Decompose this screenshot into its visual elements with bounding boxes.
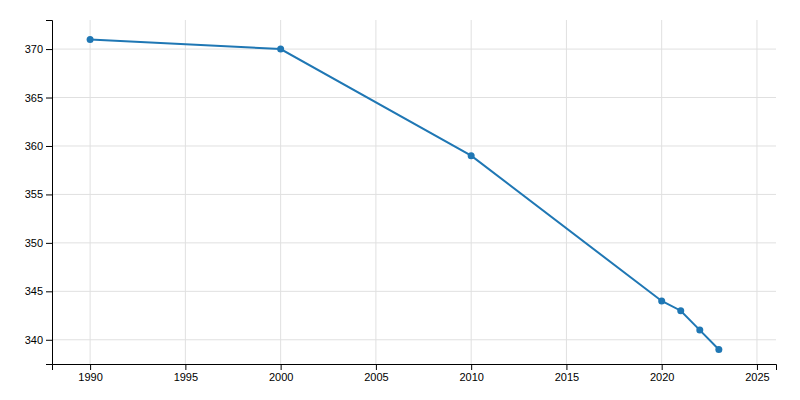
y-axis-tick: 350 — [25, 237, 52, 249]
grid-line-y — [52, 242, 776, 243]
x-axis-tick-mark — [757, 364, 758, 370]
plot-area: 1990 1995 2000 2005 2010 2015 2020 2025 340 345 35… — [25, 20, 777, 383]
x-axis-tick: 1990 — [78, 364, 102, 383]
x-axis-tick: 2015 — [555, 364, 579, 383]
y-axis-tick: 345 — [25, 285, 52, 297]
x-axis-tick-mark — [471, 364, 472, 370]
y-axis-tick-label: 370 — [25, 43, 43, 55]
y-axis-tick-mark — [46, 98, 52, 99]
x-axis-tick: 1995 — [174, 364, 198, 383]
y-axis-tick-mark — [46, 194, 52, 195]
grid-line-y — [52, 145, 776, 146]
y-axis-tick-mark — [46, 49, 52, 50]
grid — [52, 20, 776, 364]
x-axis-tick-label: 1995 — [174, 371, 198, 383]
point — [696, 327, 703, 334]
x-axis-tick: 2020 — [650, 364, 674, 383]
x-axis-tick-label: 2005 — [364, 371, 388, 383]
grid-line-x — [756, 20, 757, 364]
grid-line-x — [566, 20, 567, 364]
x-axis-tick-mark — [566, 364, 567, 370]
chart-container: 1990 1995 2000 2005 2010 2015 2020 2025 340 345 35… — [0, 0, 800, 400]
x-axis-line — [53, 365, 777, 371]
line — [90, 39, 719, 349]
y-axis-tick-label: 365 — [25, 92, 43, 104]
grid-line-x — [375, 20, 376, 364]
x-axis-tick-mark — [376, 364, 377, 370]
y-axis-tick-mark — [46, 291, 52, 292]
grid-line-y — [52, 97, 776, 98]
x-axis-tick-mark — [185, 364, 186, 370]
x-axis-tick-mark — [281, 364, 282, 370]
y-axis-tick-label: 355 — [25, 188, 43, 200]
point — [677, 307, 684, 314]
grid-line-y — [52, 49, 776, 50]
grid-line-y — [52, 291, 776, 292]
y-axis-tick: 370 — [25, 43, 52, 55]
y-axis: 340 345 350 355 360 365 370 — [25, 21, 53, 365]
x-axis-tick-mark — [90, 364, 91, 370]
y-axis-tick: 355 — [25, 188, 52, 200]
y-axis-tick: 365 — [25, 92, 52, 104]
x-axis-tick-label: 1990 — [78, 371, 102, 383]
data-marks — [87, 36, 723, 353]
y-axis-tick-label: 345 — [25, 285, 43, 297]
x-axis-tick-label: 2010 — [459, 371, 483, 383]
y-axis-tick-label: 360 — [25, 140, 43, 152]
x-axis-tick-label: 2020 — [650, 371, 674, 383]
x-axis-tick-label: 2000 — [269, 371, 293, 383]
y-axis-tick-mark — [46, 340, 52, 341]
y-axis-tick-label: 340 — [25, 334, 43, 346]
x-axis-tick-label: 2015 — [555, 371, 579, 383]
y-axis-tick: 360 — [25, 140, 52, 152]
y-axis-tick-label: 350 — [25, 237, 43, 249]
grid-line-y — [52, 339, 776, 340]
x-axis-tick: 2005 — [364, 364, 388, 383]
point — [715, 346, 722, 353]
grid-line-x — [280, 20, 281, 364]
x-axis-tick: 2000 — [269, 364, 293, 383]
y-axis-tick-mark — [46, 146, 52, 147]
point — [87, 36, 94, 43]
y-axis-tick-mark — [46, 243, 52, 244]
point — [658, 298, 665, 305]
x-axis: 1990 1995 2000 2005 2010 2015 2020 2025 — [53, 364, 777, 383]
y-axis-line — [46, 21, 53, 365]
point — [277, 46, 284, 53]
grid-line-x — [661, 20, 662, 364]
grid-line-x — [471, 20, 472, 364]
x-axis-tick: 2010 — [459, 364, 483, 383]
chart-svg: 1990 1995 2000 2005 2010 2015 2020 2025 340 345 35… — [0, 0, 800, 400]
grid-line-x — [90, 20, 91, 364]
x-axis-tick-mark — [662, 364, 663, 370]
x-axis-tick: 2025 — [745, 364, 769, 383]
point — [468, 152, 475, 159]
x-axis-tick-label: 2025 — [745, 371, 769, 383]
grid-line-y — [52, 194, 776, 195]
y-axis-tick: 340 — [25, 334, 52, 346]
grid-line-x — [185, 20, 186, 364]
